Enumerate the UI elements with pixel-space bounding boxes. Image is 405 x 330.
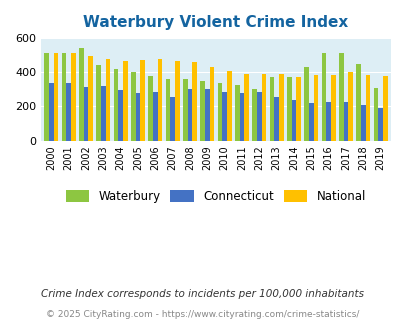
Bar <box>79 49 83 141</box>
Bar <box>71 53 76 141</box>
Bar <box>53 53 58 141</box>
Bar <box>105 59 110 141</box>
Bar <box>140 60 145 141</box>
Bar <box>217 83 222 141</box>
Bar <box>148 76 153 141</box>
Bar <box>96 65 101 141</box>
Bar <box>170 97 175 141</box>
Bar <box>278 74 283 141</box>
Title: Waterbury Violent Crime Index: Waterbury Violent Crime Index <box>83 15 348 30</box>
Bar <box>338 53 343 141</box>
Bar <box>256 92 261 141</box>
Bar <box>269 77 274 141</box>
Bar <box>222 92 226 141</box>
Bar <box>321 53 326 141</box>
Bar <box>49 83 53 141</box>
Bar <box>291 100 296 141</box>
Bar <box>83 87 88 141</box>
Bar <box>261 74 266 141</box>
Bar <box>101 86 105 141</box>
Bar <box>113 69 118 141</box>
Bar <box>135 93 140 141</box>
Bar <box>66 83 71 141</box>
Bar <box>200 81 205 141</box>
Bar <box>313 75 318 141</box>
Bar <box>88 55 93 141</box>
Text: © 2025 CityRating.com - https://www.cityrating.com/crime-statistics/: © 2025 CityRating.com - https://www.city… <box>46 310 359 319</box>
Bar <box>234 85 239 141</box>
Bar <box>296 77 300 141</box>
Bar <box>347 72 352 141</box>
Bar <box>192 62 196 141</box>
Bar <box>382 76 387 141</box>
Bar <box>62 53 66 141</box>
Bar <box>123 61 128 141</box>
Bar <box>153 92 157 141</box>
Bar <box>183 80 187 141</box>
Bar <box>226 71 231 141</box>
Text: Crime Index corresponds to incidents per 100,000 inhabitants: Crime Index corresponds to incidents per… <box>41 289 364 299</box>
Bar <box>286 77 291 141</box>
Bar <box>377 108 382 141</box>
Bar <box>343 102 347 141</box>
Bar <box>308 103 313 141</box>
Bar <box>175 61 179 141</box>
Bar <box>244 74 248 141</box>
Bar <box>131 72 135 141</box>
Bar <box>355 64 360 141</box>
Bar <box>239 93 244 141</box>
Bar <box>209 67 214 141</box>
Legend: Waterbury, Connecticut, National: Waterbury, Connecticut, National <box>61 185 370 208</box>
Bar <box>44 53 49 141</box>
Bar <box>252 89 256 141</box>
Bar <box>360 105 365 141</box>
Bar <box>365 75 369 141</box>
Bar <box>373 88 377 141</box>
Bar <box>165 79 170 141</box>
Bar <box>205 89 209 141</box>
Bar <box>330 75 335 141</box>
Bar <box>157 59 162 141</box>
Bar <box>303 67 308 141</box>
Bar <box>118 90 123 141</box>
Bar <box>326 102 330 141</box>
Bar <box>187 89 192 141</box>
Bar <box>274 96 278 141</box>
